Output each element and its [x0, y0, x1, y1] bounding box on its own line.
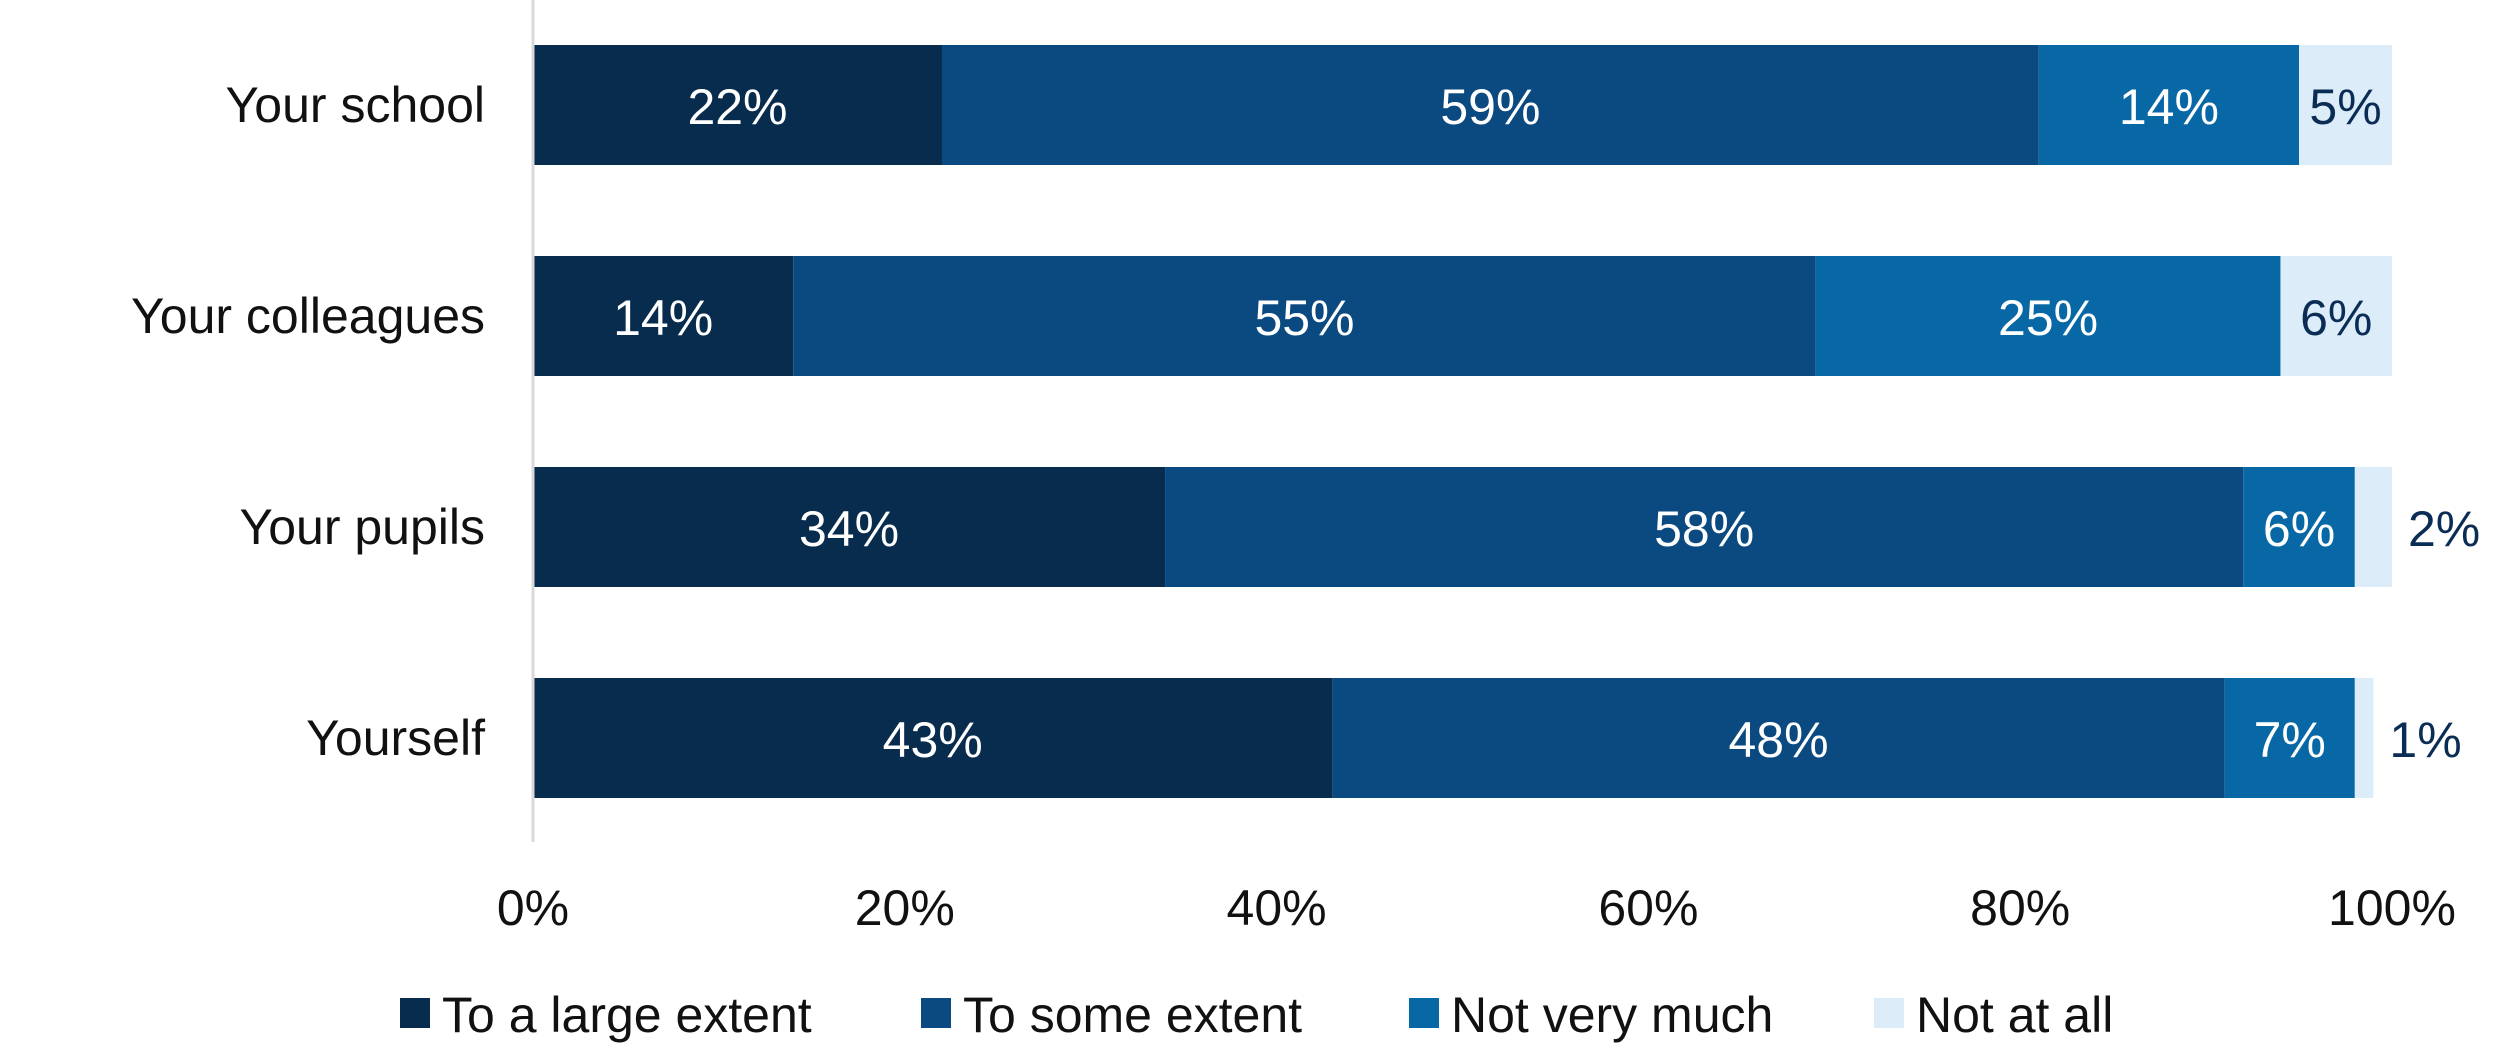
bar-segment-to-a-large-extent-your-colleagues — [533, 256, 794, 376]
bar-segment-to-some-extent-your-colleagues — [793, 256, 1816, 376]
category-label-your-pupils: Your pupils — [239, 499, 485, 555]
bar-segment-to-a-large-extent-your-school — [533, 45, 942, 165]
data-label-not-very-much-your-school: 14% — [2119, 79, 2219, 135]
bar-segment-to-some-extent-yourself — [1332, 678, 2225, 798]
data-label-not-at-all-yourself: 1% — [2389, 712, 2461, 768]
bars-layer — [533, 45, 2392, 798]
data-label-to-some-extent-yourself: 48% — [1728, 712, 1828, 768]
data-label-to-some-extent-your-colleagues: 55% — [1254, 290, 1354, 346]
x-tick-label: 20% — [855, 880, 955, 936]
bar-segment-not-at-all-your-colleagues — [2280, 256, 2392, 376]
legend-label: To some extent — [963, 987, 1302, 1043]
bar-segment-not-at-all-yourself — [2354, 678, 2374, 798]
bar-segment-not-very-much-your-colleagues — [1815, 256, 2281, 376]
bar-segment-not-at-all-your-school — [2299, 45, 2392, 165]
legend-swatch — [400, 998, 430, 1028]
category-label-your-colleagues: Your colleagues — [131, 288, 485, 344]
data-label-not-very-much-yourself: 7% — [2254, 712, 2326, 768]
category-label-yourself: Yourself — [306, 710, 485, 766]
bar-segment-not-very-much-yourself — [2224, 678, 2355, 798]
data-label-to-some-extent-your-school: 59% — [1440, 79, 1540, 135]
data-label-not-very-much-your-pupils: 6% — [2263, 501, 2335, 557]
x-tick-label: 0% — [497, 880, 569, 936]
legend-swatch — [921, 998, 951, 1028]
x-tick-label: 100% — [2328, 880, 2456, 936]
legend: To a large extent To some extent Not very … — [400, 987, 2113, 1043]
bar-segment-not-very-much-your-pupils — [2243, 467, 2355, 587]
legend-swatch — [1874, 998, 1904, 1028]
data-label-to-some-extent-your-pupils: 58% — [1654, 501, 1754, 557]
data-label-to-a-large-extent-your-pupils: 34% — [799, 501, 899, 557]
bar-segment-not-at-all-your-pupils — [2354, 467, 2392, 587]
x-tick-label: 40% — [1227, 880, 1327, 936]
legend-label: Not at all — [1916, 987, 2113, 1043]
data-label-not-at-all-your-pupils: 2% — [2408, 501, 2480, 557]
x-tick-label: 60% — [1598, 880, 1698, 936]
category-label-your-school: Your school — [226, 77, 485, 133]
legend-label: Not very much — [1451, 987, 1773, 1043]
legend-item-to-some-extent: To some extent — [921, 987, 1302, 1043]
legend-label: To a large extent — [442, 987, 812, 1043]
data-label-not-at-all-your-school: 5% — [2309, 79, 2381, 135]
data-label-not-at-all-your-colleagues: 6% — [2300, 290, 2372, 346]
x-tick-label: 80% — [1970, 880, 2070, 936]
data-label-to-a-large-extent-yourself: 43% — [883, 712, 983, 768]
data-labels-layer: 22% 59% 14% 5% 14% 55% 25% 6% 34% 58% 6% 2% 43% 48% 7%… — [613, 79, 2480, 768]
legend-item-to-a-large-extent: To a large extent — [400, 987, 812, 1043]
axes-layer: Your school Your colleagues Your pupils You… — [131, 0, 2456, 936]
bar-segment-not-very-much-your-school — [2038, 45, 2300, 165]
data-label-not-very-much-your-colleagues: 25% — [1998, 290, 2098, 346]
bar-segment-to-a-large-extent-yourself — [533, 678, 1333, 798]
bar-segment-to-some-extent-your-pupils — [1165, 467, 2244, 587]
bar-segment-to-some-extent-your-school — [941, 45, 2039, 165]
data-label-to-a-large-extent-your-colleagues: 14% — [613, 290, 713, 346]
data-label-to-a-large-extent-your-school: 22% — [687, 79, 787, 135]
legend-swatch — [1409, 998, 1439, 1028]
legend-item-not-very-much: Not very much — [1409, 987, 1773, 1043]
bar-segment-to-a-large-extent-your-pupils — [533, 467, 1166, 587]
legend-item-not-at-all: Not at all — [1874, 987, 2113, 1043]
